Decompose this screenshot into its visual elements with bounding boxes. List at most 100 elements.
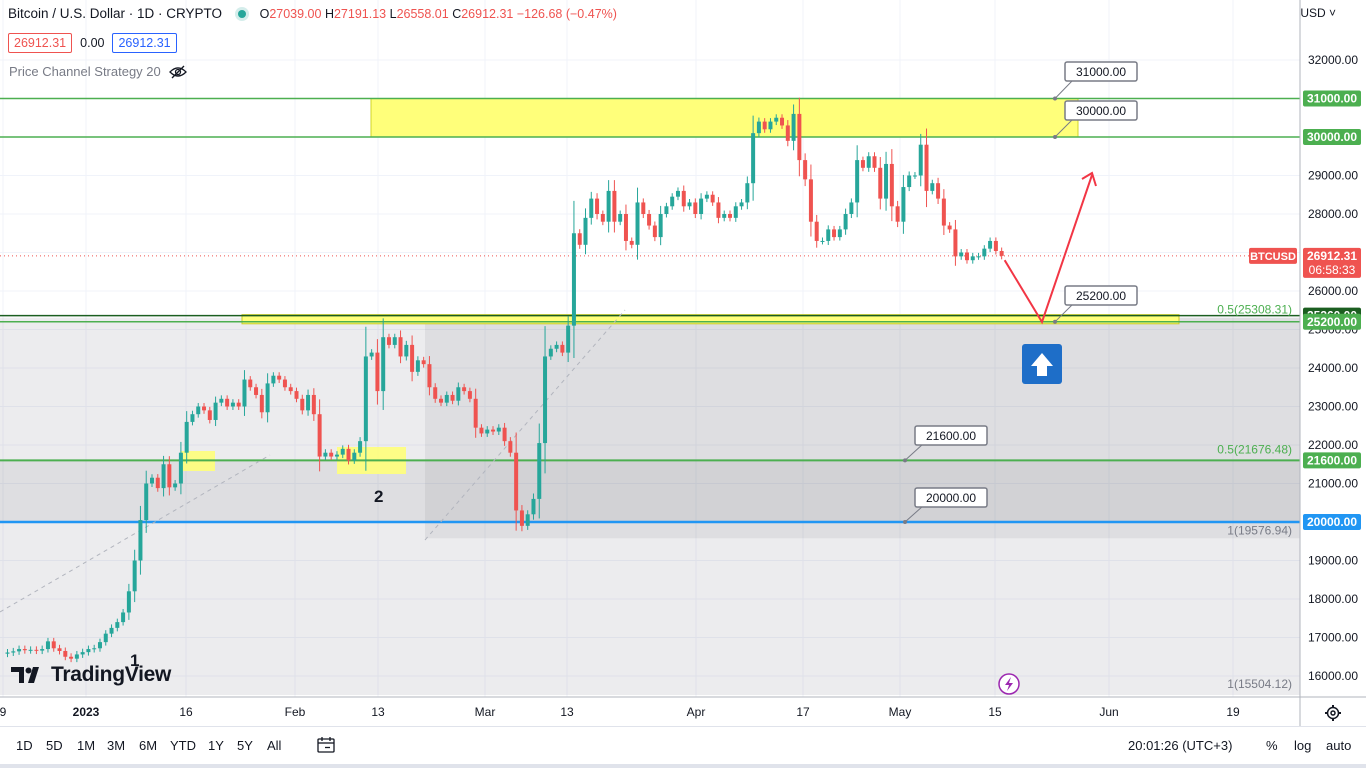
- candle: [45, 637, 50, 653]
- candle: [964, 249, 969, 264]
- candle: [213, 396, 218, 427]
- candle: [219, 395, 224, 407]
- candle: [895, 200, 900, 228]
- candle: [334, 451, 339, 461]
- candle: [456, 382, 461, 406]
- candle: [924, 128, 929, 208]
- candle: [271, 372, 276, 387]
- svg-text:25200.00: 25200.00: [1076, 289, 1126, 303]
- timeframe-5d[interactable]: 5D: [46, 738, 63, 753]
- candle: [236, 399, 241, 410]
- candle: [519, 505, 524, 532]
- candle: [623, 204, 628, 251]
- candle: [306, 389, 311, 416]
- candle: [658, 205, 663, 246]
- fib-label: 1(15504.12): [1227, 677, 1292, 691]
- candle: [600, 210, 605, 226]
- sell-price-button[interactable]: 26912.31: [8, 33, 73, 53]
- eye-hidden-icon[interactable]: [168, 65, 187, 79]
- candle: [739, 198, 744, 210]
- candle: [248, 376, 253, 391]
- price-tick-label: 16000.00: [1308, 669, 1358, 683]
- candle: [988, 237, 993, 253]
- price-tick-label: 28000.00: [1308, 207, 1358, 221]
- price-level-label: 30000.00: [1303, 129, 1361, 145]
- bottom-toolbar: 1D 5D 1M 3M 6M YTD 1Y 5Y All 20:01:26 (U…: [0, 726, 1366, 765]
- candle: [282, 376, 287, 391]
- candle: [664, 202, 669, 218]
- price-tick-label: 24000.00: [1308, 361, 1358, 375]
- timeframe-1d[interactable]: 1D: [16, 738, 33, 753]
- candles: [5, 97, 1004, 663]
- price-tick-label: 22000.00: [1308, 438, 1358, 452]
- indicator-legend[interactable]: Price Channel Strategy 20: [9, 64, 187, 79]
- date-range-icon[interactable]: [317, 737, 335, 753]
- resistance-zone: [370, 98, 1079, 138]
- svg-text:30000.00: 30000.00: [1076, 104, 1126, 118]
- candle: [207, 406, 212, 424]
- candle: [612, 180, 617, 233]
- candle: [704, 191, 709, 203]
- candle: [941, 189, 946, 235]
- candle: [843, 208, 848, 235]
- currency-select[interactable]: USD ˅: [1300, 6, 1336, 20]
- symbol-title[interactable]: Bitcoin / U.S. Dollar · 1D · CRYPTO: [8, 6, 223, 21]
- auto-toggle[interactable]: auto: [1326, 738, 1352, 753]
- candle: [554, 341, 559, 353]
- percent-toggle[interactable]: %: [1266, 738, 1278, 753]
- candle: [462, 383, 467, 395]
- candle: [774, 114, 779, 126]
- svg-text:20000.00: 20000.00: [1307, 515, 1357, 529]
- timeframe-3m[interactable]: 3M: [107, 738, 126, 753]
- candle: [756, 117, 761, 138]
- candle: [74, 650, 79, 663]
- candle: [17, 645, 22, 655]
- candle: [467, 387, 472, 403]
- candle: [352, 449, 357, 464]
- candle: [670, 193, 675, 210]
- timeframe-1y[interactable]: 1Y: [208, 738, 224, 753]
- buy-price-button[interactable]: 26912.31: [112, 33, 177, 53]
- time-tick-label: 15: [988, 705, 1002, 719]
- candle: [548, 345, 553, 360]
- time-tick-label: 17: [796, 705, 810, 719]
- callout-20000: 20000.00: [903, 487, 988, 524]
- candle: [398, 330, 403, 364]
- candle: [190, 410, 195, 426]
- price-axis-bg: [1300, 0, 1366, 697]
- timeframe-5y[interactable]: 5Y: [237, 738, 253, 753]
- candle: [912, 172, 917, 179]
- candle: [329, 449, 334, 461]
- price-chart[interactable]: 31000.00 30000.00 25200.00 21600.00 20000.00…: [0, 0, 1366, 726]
- candle: [300, 394, 305, 415]
- candle: [780, 114, 785, 129]
- price-tick-label: 23000.00: [1308, 400, 1358, 414]
- range-zone-inner: [425, 317, 1300, 539]
- candle: [878, 157, 883, 210]
- candle: [976, 252, 981, 260]
- candle: [993, 237, 998, 255]
- callout-21600: 21600.00: [903, 425, 988, 463]
- clock-timezone[interactable]: 20:01:26 (UTC+3): [1128, 738, 1233, 753]
- price-level-label: 21600.00: [1303, 452, 1361, 469]
- timeframe-all[interactable]: All: [267, 738, 282, 753]
- price-tick-label: 19000.00: [1308, 554, 1358, 568]
- candle: [647, 209, 652, 230]
- candle: [652, 221, 657, 242]
- indicator-name: Price Channel Strategy 20: [9, 64, 161, 79]
- timeframe-ytd[interactable]: YTD: [170, 738, 196, 753]
- candle: [242, 370, 247, 416]
- chart-legend: Bitcoin / U.S. Dollar · 1D · CRYPTO O270…: [8, 6, 617, 21]
- candle: [277, 372, 282, 384]
- candle: [693, 198, 698, 219]
- candle: [386, 333, 391, 349]
- timeframe-6m[interactable]: 6M: [139, 738, 158, 753]
- candle: [485, 426, 490, 437]
- settings-gear-icon[interactable]: [1323, 703, 1343, 723]
- candle: [473, 388, 478, 438]
- candle: [230, 399, 235, 410]
- candle: [675, 187, 680, 201]
- log-toggle[interactable]: log: [1294, 738, 1312, 753]
- timeframe-1m[interactable]: 1M: [77, 738, 96, 753]
